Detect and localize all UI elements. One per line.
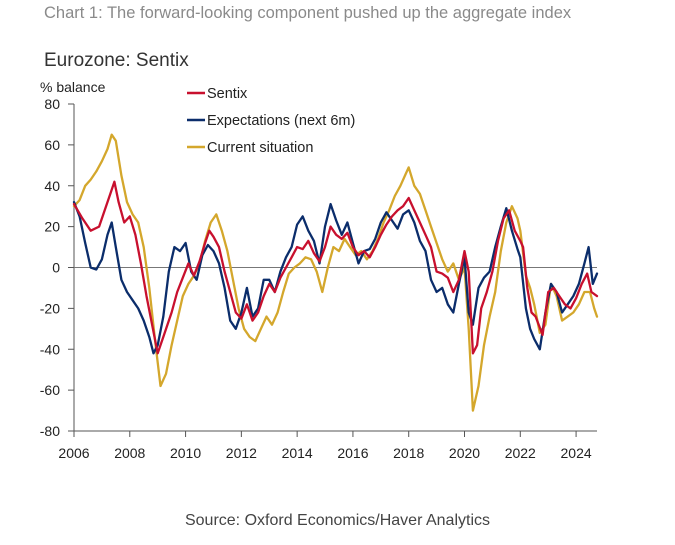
y-tick-label: 60 — [44, 137, 60, 153]
y-tick-label: 40 — [44, 178, 60, 194]
x-tick-label: 2008 — [114, 445, 145, 461]
series-line-sentix — [72, 180, 599, 355]
chart-legend: Sentix Expectations (next 6m) Current situ… — [187, 86, 355, 156]
sentix-line-chart: -80 -60 -40 -20 0 20 40 60 80 2006 2008 2010 2012 201… — [40, 79, 599, 461]
x-tick-label: 2018 — [393, 445, 424, 461]
chart-caption: Chart 1: The forward-looking component p… — [44, 4, 572, 22]
legend-label: Sentix — [207, 86, 248, 102]
x-tick-label: 2020 — [449, 445, 480, 461]
x-tick-label: 2016 — [337, 445, 368, 461]
chart-axes: -80 -60 -40 -20 0 20 40 60 80 2006 2008 2010 2012 201… — [40, 96, 597, 461]
legend-label: Expectations (next 6m) — [207, 113, 355, 129]
x-tick-label: 2024 — [561, 445, 592, 461]
x-tick-label: 2022 — [505, 445, 536, 461]
x-tick-label: 2006 — [58, 445, 89, 461]
y-tick-label: 0 — [52, 260, 60, 276]
y-tick-label: -20 — [40, 300, 60, 316]
y-tick-label: -80 — [40, 423, 60, 439]
source-note: Source: Oxford Economics/Haver Analytics — [184, 512, 490, 529]
y-tick-label: -60 — [40, 382, 60, 398]
series-line-expectations-next-6m — [72, 200, 599, 355]
x-tick-label: 2014 — [282, 445, 313, 461]
y-tick-label: 80 — [44, 96, 60, 112]
series-line-current-situation — [72, 133, 599, 412]
y-axis-label: % balance — [40, 79, 106, 95]
y-tick-label: 20 — [44, 219, 60, 235]
x-tick-label: 2012 — [226, 445, 257, 461]
legend-label: Current situation — [207, 140, 313, 156]
chart-series-lines — [72, 133, 599, 412]
y-tick-label: -40 — [40, 341, 60, 357]
x-tick-label: 2010 — [170, 445, 201, 461]
chart-title: Eurozone: Sentix — [44, 50, 189, 71]
